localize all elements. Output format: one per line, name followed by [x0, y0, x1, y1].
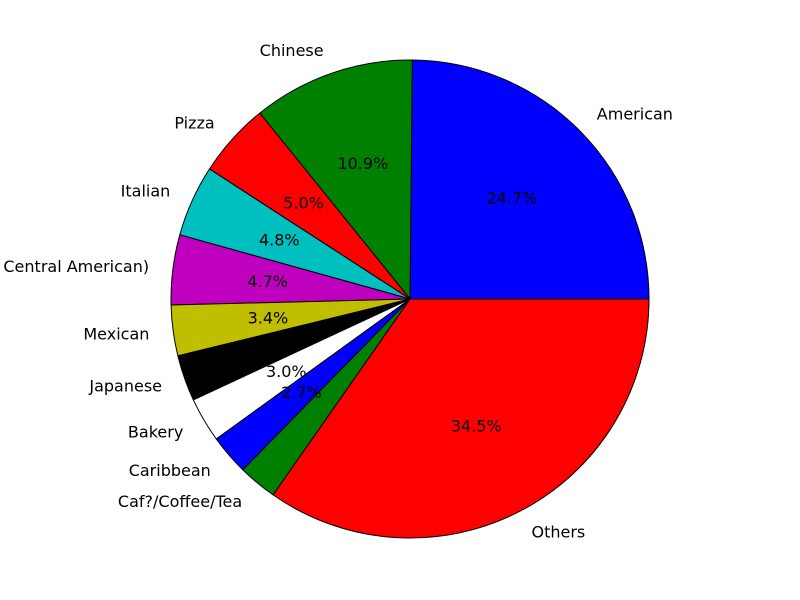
- percent-label-latin-cuban-dominican-puerto-rican-south-central-american: 4.7%: [247, 272, 288, 291]
- slice-label-others: Others: [532, 523, 586, 542]
- pie-slice-labels: American Chinese Pizza Italian Latin (Cuban,…: [0, 41, 673, 541]
- percent-label-bakery: 3.0%: [266, 362, 307, 381]
- pie-slice-others: [272, 298, 650, 539]
- percent-label-japanese: 3.1%: [254, 337, 295, 356]
- pie-slices: [170, 59, 650, 539]
- slice-label-italian: Italian: [121, 182, 171, 201]
- percent-label-american: 24.7%: [486, 189, 537, 208]
- slice-label-latin-cuban-dominican-puerto-rican-south-central-american: Latin (Cuban, Dominican, Puerto Rican, S…: [0, 257, 149, 276]
- slice-label-mexican: Mexican: [83, 324, 149, 343]
- pie-slice-american: [409, 59, 650, 300]
- slice-label-chinese: Chinese: [260, 41, 324, 60]
- percent-label-mexican: 3.4%: [248, 309, 289, 328]
- percent-label-chinese: 10.9%: [337, 154, 388, 173]
- slice-label-american: American: [597, 105, 673, 124]
- pie-percent-labels: 24.7% 10.9% 5.0% 4.8% 4.7% 3.4% 3.1% 3.0% 2.7% 34…: [247, 154, 537, 436]
- percent-label-others: 34.5%: [451, 417, 502, 436]
- pie-slice-chinese: [259, 59, 413, 300]
- slice-label-japanese: Japanese: [88, 377, 162, 396]
- slice-label-pizza: Pizza: [174, 114, 214, 133]
- slice-label-caf-coffee-tea: Caf?/Coffee/Tea: [118, 492, 242, 511]
- slice-label-caribbean: Caribbean: [129, 461, 211, 480]
- percent-label-italian: 4.8%: [259, 231, 300, 250]
- percent-label-caribbean: 2.7%: [281, 383, 322, 402]
- percent-label-pizza: 5.0%: [283, 194, 324, 213]
- slice-label-bakery: Bakery: [128, 423, 183, 442]
